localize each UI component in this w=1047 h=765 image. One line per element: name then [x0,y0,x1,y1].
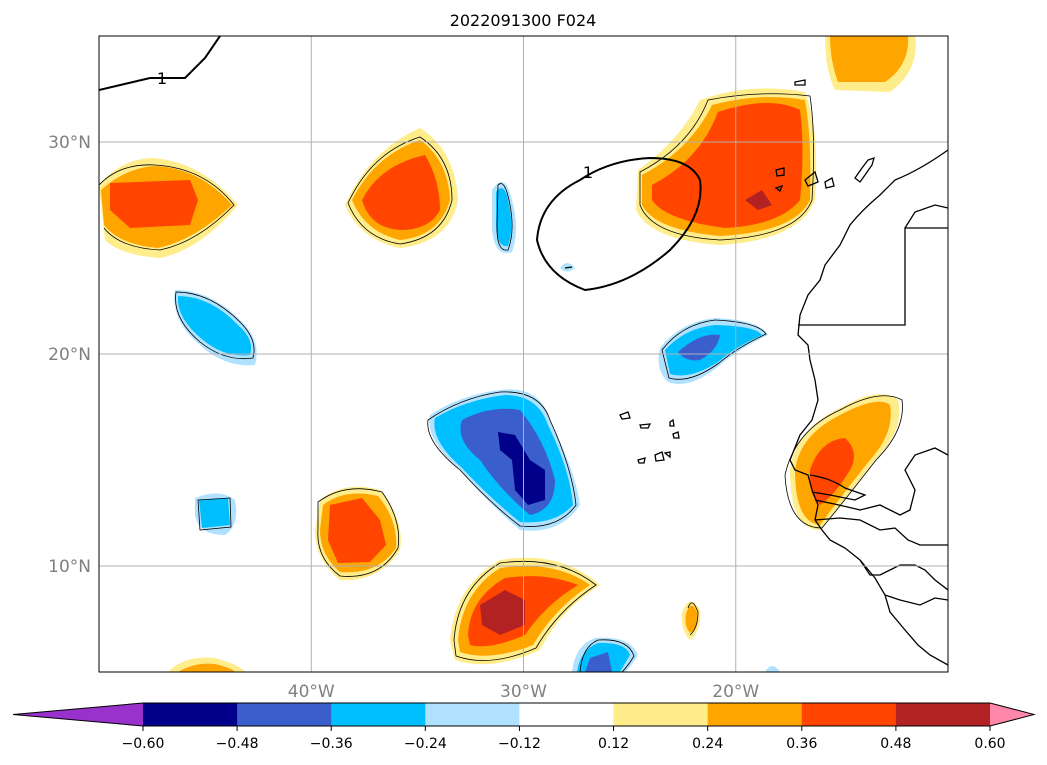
longitude-tick-label: 20°W [712,682,759,702]
latitude-tick-label: 30°N [48,133,91,153]
colorbar-tick-label: −0.12 [498,736,541,752]
negative-anomaly-small [195,493,237,535]
colorbar-tick-label: −0.60 [122,736,165,752]
colorbar-tick-label: 0.36 [786,736,817,752]
colorbar-tick-label: −0.48 [216,736,259,752]
positive-anomaly-nw [99,158,238,258]
longitude-labels: 40°W 30°W 20°W [288,682,760,702]
latitude-tick-label: 20°N [48,345,91,365]
colorbar-segment [895,703,991,726]
colorbar-segment [237,703,332,726]
colorbar-segment [613,703,709,726]
colorbar-tick-label: −0.36 [310,736,353,752]
negative-anomaly-west [174,290,257,366]
coastlines [564,79,948,666]
contour-label-center: 1 [583,163,593,182]
colorbar-segment [331,703,426,726]
colorbar-tick-label: 0.12 [598,736,629,752]
colorbar-extend-high [990,703,1034,726]
grid-lines [99,36,948,672]
colorbar-segment [519,703,615,726]
positive-anomaly-ne [636,88,817,245]
positive-anomaly-top [825,36,916,92]
map-plot-area: 1 1 [99,36,948,672]
negative-anomaly-edge [765,666,780,672]
positive-anomaly-bottom-left [168,657,245,672]
negative-anomaly-central [429,389,580,531]
colorbar-segment [801,703,897,726]
thick-contours [99,36,702,292]
positive-anomaly-senegal [790,394,900,530]
colorbar-tick-label: 0.60 [974,736,1005,752]
colorbar-tick-label: −0.24 [404,736,447,752]
latitude-tick-label: 10°N [48,557,91,577]
colorbar-tick-label: 0.48 [880,736,911,752]
latitude-labels: 10°N 20°N 30°N [48,133,91,577]
positive-anomaly-west [345,128,458,248]
map-title: 2022091300 F024 [450,11,597,30]
colorbar-tick-label: 0.24 [692,736,723,752]
map-frame [98,35,949,673]
longitude-tick-label: 40°W [288,682,335,702]
anomaly-fields [99,36,916,672]
longitude-tick-label: 30°W [500,682,547,702]
negative-anomaly-bottom [572,637,638,672]
colorbar-extend-low [13,703,143,726]
positive-anomaly-small [681,601,701,640]
contour-label-west: 1 [157,69,167,88]
colorbar-segment [425,703,520,726]
colorbar-segment [143,703,238,726]
colorbar: −0.60 −0.48 −0.36 −0.24 −0.12 0.12 0.24 0.36 0.4… [12,702,1036,752]
colorbar-segment [707,703,803,726]
positive-anomaly-sw [315,486,401,581]
